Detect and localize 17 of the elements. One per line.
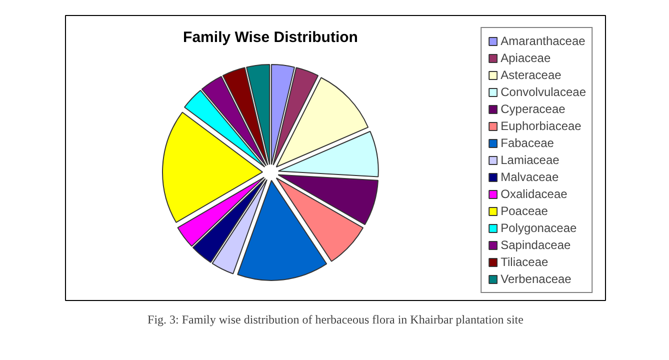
legend-label: Poaceae xyxy=(500,204,548,218)
legend-label: Sapindaceae xyxy=(500,238,571,252)
legend-label: Cyperaceae xyxy=(500,102,566,116)
legend-label: Convolvulaceae xyxy=(500,85,586,99)
legend-label: Asteraceae xyxy=(500,68,562,82)
legend-label: Apiaceae xyxy=(500,51,551,65)
legend-label: Oxalidaceae xyxy=(500,187,568,201)
legend-label: Euphorbiaceae xyxy=(500,119,582,133)
legend-label: Polygonaceae xyxy=(500,221,577,235)
chart-title: Family Wise Distribution xyxy=(183,29,358,46)
legend-label: Verbenaceae xyxy=(500,272,572,286)
legend-label: Lamiaceae xyxy=(500,153,560,167)
caption: Fig. 3: Family wise distribution of herbaceous flora in Khairbar plantation site xyxy=(148,312,524,326)
legend-label: Tiliaceae xyxy=(500,255,548,269)
legend-label: Amaranthaceae xyxy=(500,34,586,48)
legend-label: Fabaceae xyxy=(500,136,554,150)
legend-label: Malvaceae xyxy=(500,170,559,184)
